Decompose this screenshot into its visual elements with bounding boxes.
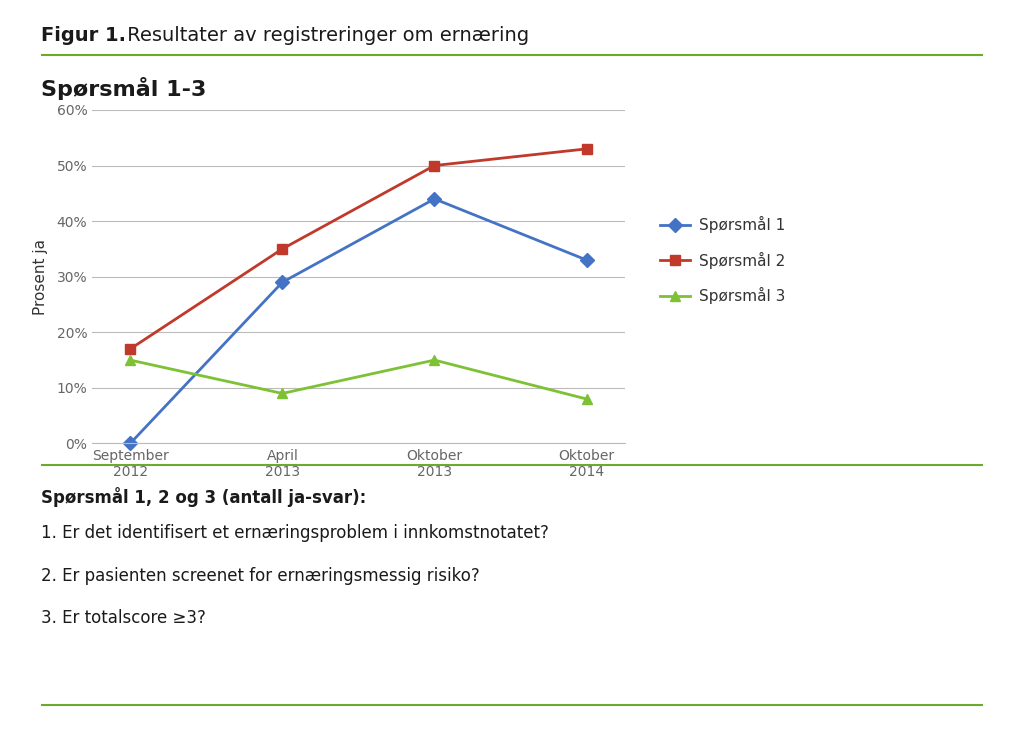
- Text: Spørsmål 1, 2 og 3 (antall ja-svar):: Spørsmål 1, 2 og 3 (antall ja-svar):: [41, 487, 367, 507]
- Text: 3. Er totalscore ≥3?: 3. Er totalscore ≥3?: [41, 609, 206, 627]
- Text: Spørsmål 1-3: Spørsmål 1-3: [41, 77, 206, 100]
- Text: 1. Er det identifisert et ernæringsproblem i innkomstnotatet?: 1. Er det identifisert et ernæringsprobl…: [41, 524, 549, 542]
- Y-axis label: Prosent ja: Prosent ja: [33, 239, 48, 314]
- Text: 2. Er pasienten screenet for ernæringsmessig risiko?: 2. Er pasienten screenet for ernæringsme…: [41, 567, 479, 585]
- Text: Resultater av registreringer om ernæring: Resultater av registreringer om ernæring: [121, 26, 529, 45]
- Legend: Spørsmål 1, Spørsmål 2, Spørsmål 3: Spørsmål 1, Spørsmål 2, Spørsmål 3: [653, 210, 792, 310]
- Text: Figur 1.: Figur 1.: [41, 26, 126, 45]
